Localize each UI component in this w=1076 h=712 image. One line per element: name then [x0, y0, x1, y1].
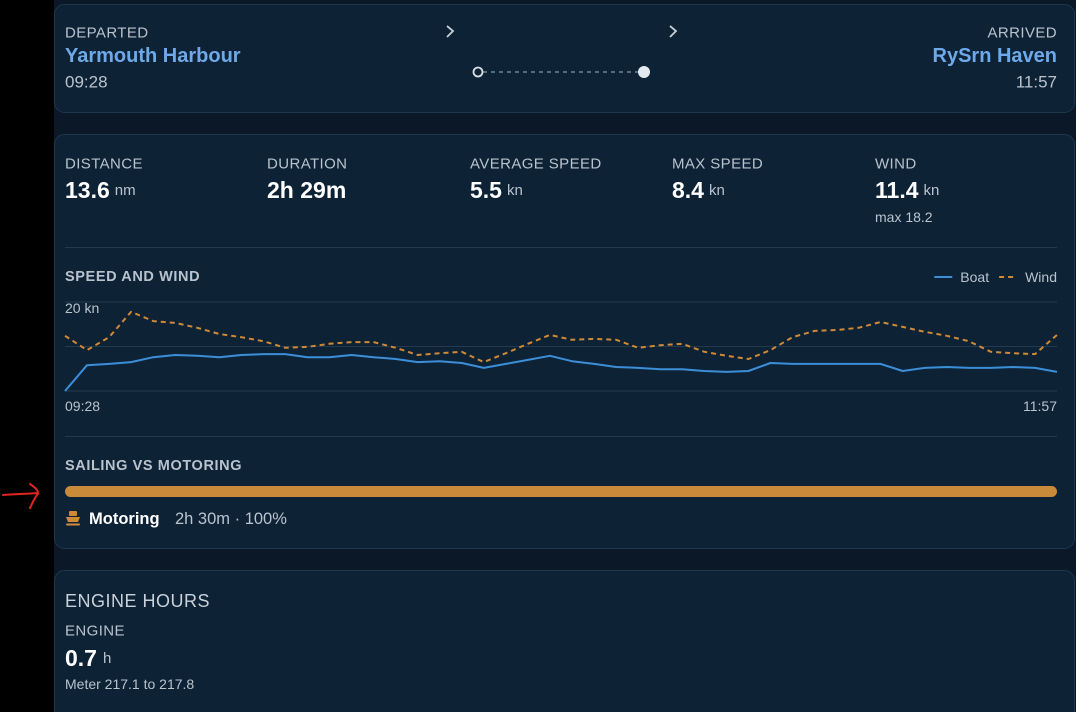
unit: kn: [709, 182, 725, 199]
arrived-time: 11:57: [1016, 73, 1057, 92]
motoring-bar: [65, 486, 1057, 497]
chevron[interactable]: [669, 25, 678, 38]
trip-card: [54, 4, 1075, 113]
speed-chart: SPEED AND WIND 20 kn 09:28 11:57 Wind Boat: [64, 269, 1058, 414]
stat-label: WIND: [875, 156, 917, 173]
unit: kn: [507, 182, 523, 199]
value: 11.4: [875, 177, 919, 203]
departed-label: DEPARTED: [65, 25, 149, 42]
arrived-place[interactable]: RySrn Haven: [933, 45, 1058, 67]
chevron[interactable]: [446, 25, 455, 38]
value: 2h 29m: [267, 177, 346, 203]
stat-label: MAX SPEED: [672, 156, 763, 173]
stat-value: 5.5 kn: [470, 177, 523, 203]
departed-place[interactable]: Yarmouth Harbour: [65, 45, 241, 67]
mode-detail: 2h 30m · 100%: [175, 510, 287, 528]
motor-icon: [66, 511, 80, 526]
legend-label: Boat: [960, 269, 989, 285]
value: 8.4: [672, 177, 704, 203]
mode-label: Motoring: [89, 510, 160, 528]
legend-label: Wind: [1025, 269, 1057, 285]
route-start: [472, 66, 484, 78]
x-tick-label: 09:28: [65, 398, 100, 414]
section-title: ENGINE HOURS: [65, 591, 210, 611]
stat-value: 8.4 kn: [672, 177, 725, 203]
x-tick-label: 11:57: [1023, 398, 1057, 414]
stat-label: DURATION: [267, 156, 347, 173]
route-end: [638, 66, 650, 78]
value: 5.5: [470, 177, 502, 203]
engine-card: [54, 570, 1075, 712]
value: 0.7: [65, 645, 97, 671]
section-title: SAILING VS MOTORING: [65, 458, 242, 474]
engine-meter: Meter 217.1 to 217.8: [65, 676, 194, 692]
value: 13.6: [65, 177, 110, 203]
stat-value: 2h 29m: [267, 177, 346, 203]
stat-value: 11.4 kn: [875, 177, 939, 203]
unit: h: [103, 650, 111, 667]
engine-value: 0.7 h: [65, 645, 111, 671]
stat-label: AVERAGE SPEED: [470, 156, 602, 173]
stats-card: [54, 134, 1075, 549]
stat-value: 13.6 nm: [65, 177, 136, 203]
chart-title: SPEED AND WIND: [65, 269, 200, 285]
departed-time: 09:28: [65, 73, 108, 92]
stat-sub: max 18.2: [875, 209, 933, 225]
annotation-arrow: [2, 483, 40, 509]
unit: nm: [115, 182, 136, 199]
stat-label: DISTANCE: [65, 156, 143, 173]
engine-label: ENGINE: [65, 623, 125, 640]
arrived-label: ARRIVED: [988, 25, 1057, 42]
left-strip: [0, 0, 54, 712]
series-line: [64, 353, 1058, 392]
y-tick-label: 20 kn: [65, 300, 99, 316]
unit: kn: [924, 182, 940, 199]
